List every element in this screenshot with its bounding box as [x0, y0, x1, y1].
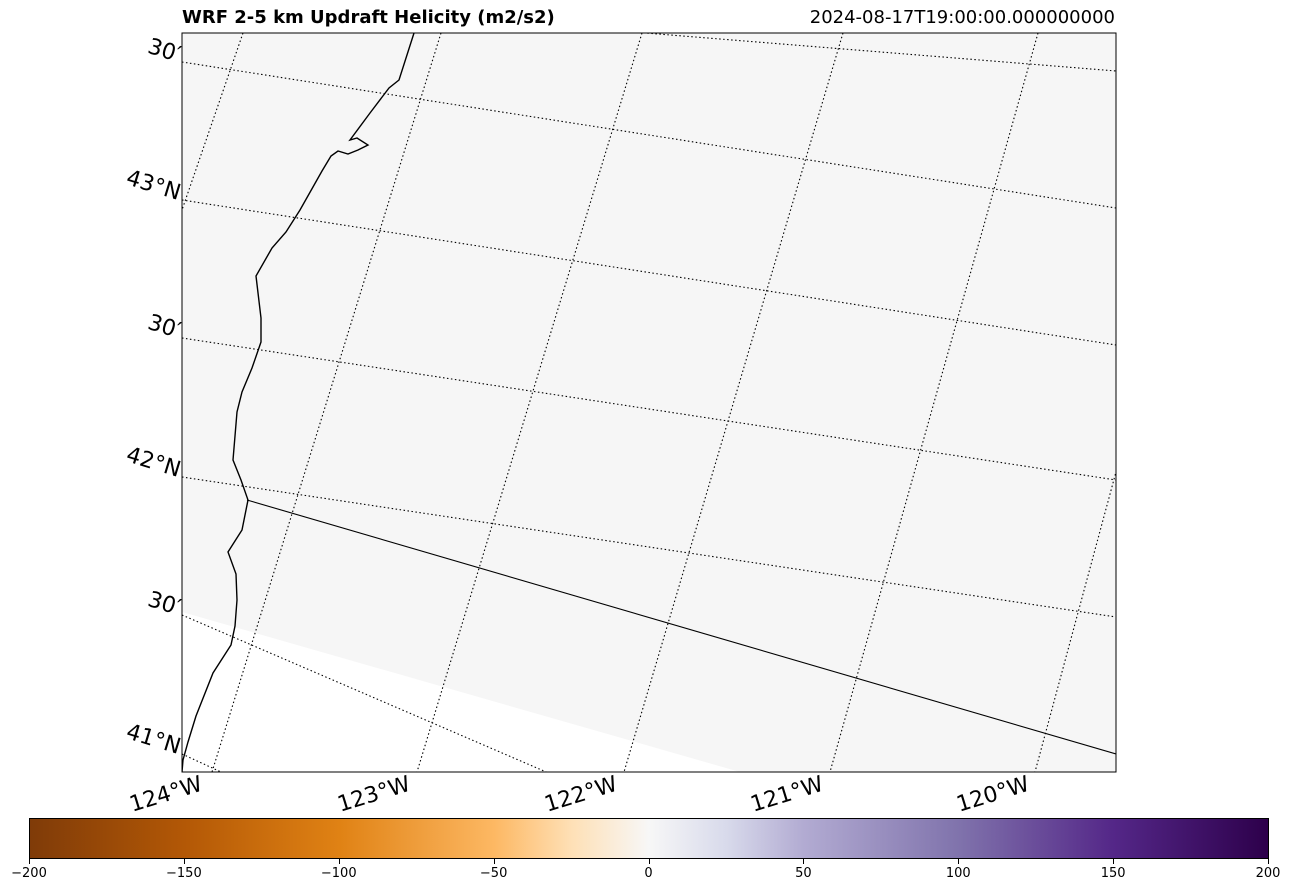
- colorbar-tick-label: −100: [320, 866, 357, 881]
- colorbar-tick: [1268, 859, 1269, 864]
- lon-gridline-122-5: [623, 33, 844, 772]
- lon-gridline-124: [182, 33, 244, 211]
- latitude-labels: 30′ 43°N 30′ 42°N 30′ 41°N: [123, 34, 183, 760]
- colorbar-tick-label: −150: [166, 866, 202, 881]
- lon-gridline-123: [416, 33, 643, 772]
- lon-label-123: 123°W: [335, 772, 414, 818]
- colorbar-tick-label: 200: [1255, 866, 1281, 881]
- lat-gridline-42: [182, 476, 1116, 618]
- state-border: [246, 499, 1116, 755]
- map-title: WRF 2-5 km Updraft Helicity (m2/s2): [182, 7, 555, 28]
- longitude-gridlines: [182, 33, 1116, 772]
- map-frame: [181, 32, 1117, 773]
- colorbar-tick: [803, 859, 805, 864]
- colorbar-tick: [958, 859, 960, 864]
- colorbar-tick: [29, 859, 30, 864]
- colorbar-tick-label: 150: [1100, 866, 1126, 881]
- colorbar-tick-label: −200: [11, 866, 47, 881]
- colorbar-tick-label: 50: [795, 866, 812, 881]
- lat-gridline-42-5: [182, 337, 1116, 481]
- colorbar-tick-label: 100: [945, 866, 971, 881]
- lat-label-43: 43°N: [123, 166, 183, 206]
- model-domain-fill: [182, 33, 1116, 772]
- colorbar-tick: [648, 859, 650, 864]
- colorbar-tick: [338, 859, 340, 864]
- lon-label-120: 120°W: [954, 772, 1033, 818]
- lat-label-42: 42°N: [123, 443, 183, 483]
- colorbar-tick-label: −50: [479, 866, 508, 881]
- lon-label-121: 121°W: [748, 772, 827, 818]
- colorbar-tick: [183, 859, 185, 864]
- lat-label-41-5: 30′: [145, 587, 184, 621]
- colorbar-tick: [1113, 859, 1115, 864]
- lon-label-122: 122°W: [542, 772, 621, 818]
- lon-gridline-123-5: [211, 33, 442, 772]
- colorbar: [29, 818, 1269, 859]
- lat-gridline-43-5: [182, 61, 1116, 209]
- map-area: [182, 33, 1116, 772]
- colorbar-tick: [493, 859, 495, 864]
- timestamp-label: 2024-08-17T19:00:00.000000000: [809, 7, 1115, 28]
- lat-label-41: 41°N: [123, 720, 183, 760]
- coastline: [182, 33, 415, 772]
- lat-label-42-5: 30′: [145, 310, 184, 344]
- longitude-labels: 124°W 123°W 122°W 121°W 120°W: [127, 772, 1033, 818]
- lon-label-124: 124°W: [127, 772, 206, 818]
- latitude-gridlines: [182, 33, 1116, 772]
- lat-gridline-43: [182, 199, 1116, 346]
- lat-gridline-44: [638, 33, 1116, 72]
- lat-label-43-5: 30′: [145, 34, 184, 68]
- lon-gridline-121-5: [1034, 469, 1116, 772]
- colorbar-tick-label: 0: [644, 866, 653, 881]
